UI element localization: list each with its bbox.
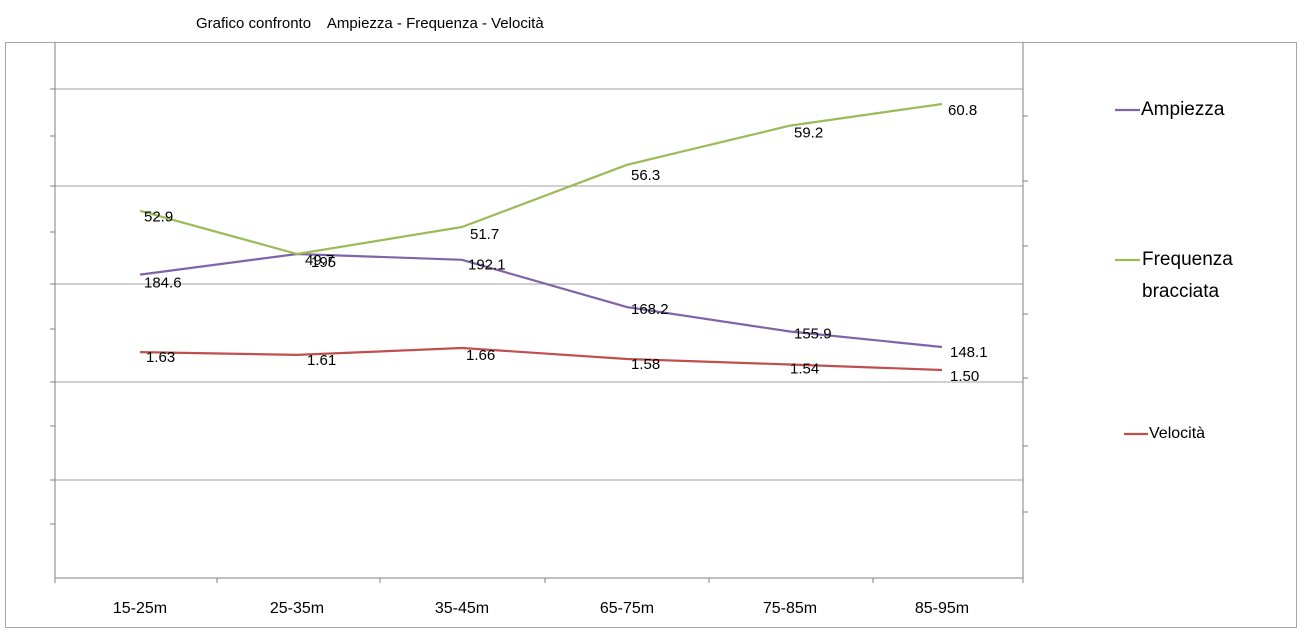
x-tick-label-6: 85-95m [915, 600, 969, 617]
x-tick-label-1: 15-25m [113, 600, 167, 617]
data-label-ampiezza-4: 168.2 [631, 301, 669, 318]
data-label-ampiezza-6: 148.1 [950, 344, 988, 361]
data-label-velocita-5: 1.54 [790, 360, 819, 377]
data-label-velocita-6: 1.50 [950, 368, 979, 385]
data-labels: 184.6 195 192.1 168.2 155.9 148.1 52.9 49.7 51.7… [144, 102, 988, 385]
data-label-velocita-3: 1.66 [466, 347, 495, 364]
data-label-velocita-2: 1.61 [307, 352, 336, 369]
series-line-velocita [139, 346, 943, 372]
chart-frame [5, 42, 1297, 628]
x-tick-label-4: 65-75m [600, 600, 654, 617]
data-label-frequenza-bracciata-1: 52.9 [144, 209, 173, 226]
series-line-frequenza-bracciata [139, 102, 943, 256]
x-tick-label-2: 25-35m [270, 600, 324, 617]
legend-label-frequenza-bracciata-2: bracciata [1142, 281, 1220, 302]
data-label-ampiezza-5: 155.9 [794, 326, 832, 343]
chart-title: Grafico confronto Ampiezza - Frequenza -… [196, 15, 544, 32]
gridlines [55, 88, 1023, 481]
data-label-velocita-4: 1.58 [631, 356, 660, 373]
data-label-ampiezza-1: 184.6 [144, 275, 182, 292]
legend-label-velocita: Velocità [1149, 425, 1205, 442]
data-label-frequenza-bracciata-2: 49.7 [305, 252, 334, 269]
data-label-frequenza-bracciata-6: 60.8 [948, 102, 977, 119]
axes [50, 42, 1028, 583]
legend-label-ampiezza: Ampiezza [1141, 99, 1225, 120]
x-tick-labels: 15-25m 25-35m 35-45m 65-75m 75-85m 85-95m [113, 600, 969, 617]
legend: Ampiezza Frequenza bracciata Velocità [1115, 99, 1233, 442]
series-group [139, 102, 943, 372]
data-label-frequenza-bracciata-3: 51.7 [470, 226, 499, 243]
data-label-ampiezza-2: 195 [311, 254, 336, 271]
series-line-ampiezza [139, 252, 943, 349]
data-label-ampiezza-3: 192.1 [468, 257, 506, 274]
x-tick-label-5: 75-85m [763, 600, 817, 617]
legend-label-frequenza-bracciata-1: Frequenza [1142, 249, 1233, 270]
x-tick-label-3: 35-45m [435, 600, 489, 617]
data-label-velocita-1: 1.63 [146, 349, 175, 366]
data-label-frequenza-bracciata-5: 59.2 [794, 125, 823, 142]
data-label-frequenza-bracciata-4: 56.3 [631, 167, 660, 184]
